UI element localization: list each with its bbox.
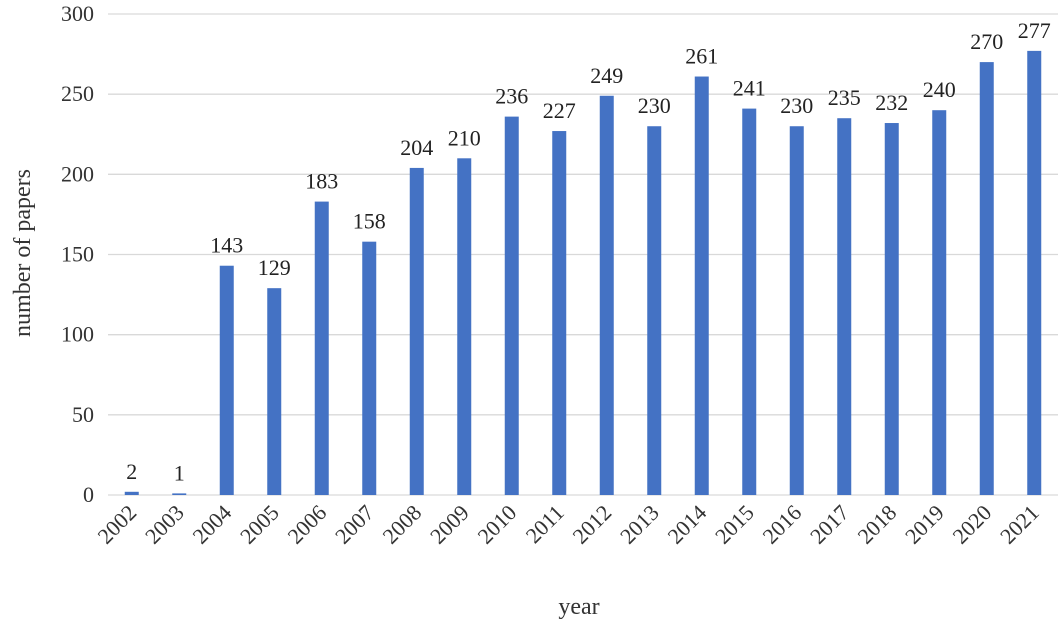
x-tick-label-2015: 2015 (710, 500, 759, 549)
y-axis-title: number of papers (10, 169, 36, 337)
x-axis-title: year (558, 594, 599, 620)
data-label-2002: 2 (126, 459, 137, 484)
y-tick-label: 100 (61, 322, 94, 347)
bar-2002 (124, 491, 139, 495)
bar-2007 (362, 241, 377, 495)
data-label-2019: 240 (923, 77, 956, 102)
x-tick-label-2016: 2016 (757, 500, 806, 549)
data-label-2010: 236 (495, 84, 528, 109)
data-label-2015: 241 (733, 76, 766, 101)
x-tick-label-2007: 2007 (330, 500, 379, 549)
x-tick-label-2010: 2010 (472, 500, 521, 549)
x-tick-label-2019: 2019 (900, 500, 949, 549)
x-tick-label-2013: 2013 (615, 500, 664, 549)
bar-2005 (267, 288, 282, 495)
x-tick-label-2018: 2018 (852, 500, 901, 549)
data-label-2006: 183 (305, 169, 338, 194)
data-label-2020: 270 (970, 29, 1003, 54)
bar-2018 (884, 123, 899, 495)
x-tick-label-2020: 2020 (947, 500, 996, 549)
x-tick-label-2005: 2005 (235, 500, 284, 549)
data-label-2011: 227 (543, 98, 576, 123)
x-tick-label-2009: 2009 (425, 500, 474, 549)
data-label-2013: 230 (638, 93, 671, 118)
y-tick-label: 150 (61, 242, 94, 267)
bar-2011 (552, 131, 567, 495)
data-label-2008: 204 (400, 135, 433, 160)
data-label-2004: 143 (210, 233, 243, 258)
bar-2015 (742, 108, 757, 495)
bar-2013 (647, 126, 662, 495)
x-tick-label-2011: 2011 (521, 500, 569, 548)
x-tick-label-2012: 2012 (567, 500, 616, 549)
y-tick-label: 0 (83, 482, 94, 507)
y-tick-label: 300 (61, 1, 94, 26)
bar-2009 (457, 158, 472, 496)
bar-2012 (599, 95, 614, 496)
data-label-2016: 230 (780, 93, 813, 118)
bar-2006 (314, 201, 329, 495)
x-tick-label-2003: 2003 (140, 500, 189, 549)
y-axis-ticks: 0 50 100 150 200 250 300 (61, 1, 94, 507)
y-tick-label: 50 (72, 402, 94, 427)
data-label-2021: 277 (1018, 18, 1051, 43)
x-tick-label-2017: 2017 (805, 500, 854, 549)
y-tick-label: 250 (61, 81, 94, 106)
data-labels: 2 1 143 129 183 158 204 210 236 227 249 230 261 241 23… (126, 18, 1051, 486)
bar-2017 (837, 118, 852, 495)
x-tick-label-2014: 2014 (662, 500, 711, 549)
x-tick-label-2002: 2002 (92, 500, 141, 549)
y-tick-label: 200 (61, 161, 94, 186)
bar-2008 (409, 167, 424, 496)
bar-2019 (932, 110, 947, 495)
data-label-2014: 261 (685, 44, 718, 69)
bar-2003 (172, 493, 187, 495)
bar-2020 (979, 62, 994, 495)
x-tick-label-2021: 2021 (995, 500, 1044, 549)
data-label-2018: 232 (875, 90, 908, 115)
x-tick-label-2006: 2006 (282, 500, 331, 549)
data-label-2017: 235 (828, 85, 861, 110)
bar-2014 (694, 76, 709, 495)
bar-2016 (789, 126, 804, 495)
data-label-2007: 158 (353, 209, 386, 234)
x-tick-label-2004: 2004 (187, 500, 236, 549)
x-tick-label-2008: 2008 (377, 500, 426, 549)
bars (124, 50, 1042, 496)
gridlines (108, 13, 1058, 496)
data-label-2009: 210 (448, 125, 481, 150)
data-label-2003: 1 (174, 460, 185, 485)
bar-2021 (1027, 50, 1042, 495)
data-label-2005: 129 (258, 255, 291, 280)
bar-2010 (504, 116, 519, 495)
bar-2004 (219, 265, 234, 495)
data-label-2012: 249 (590, 63, 623, 88)
